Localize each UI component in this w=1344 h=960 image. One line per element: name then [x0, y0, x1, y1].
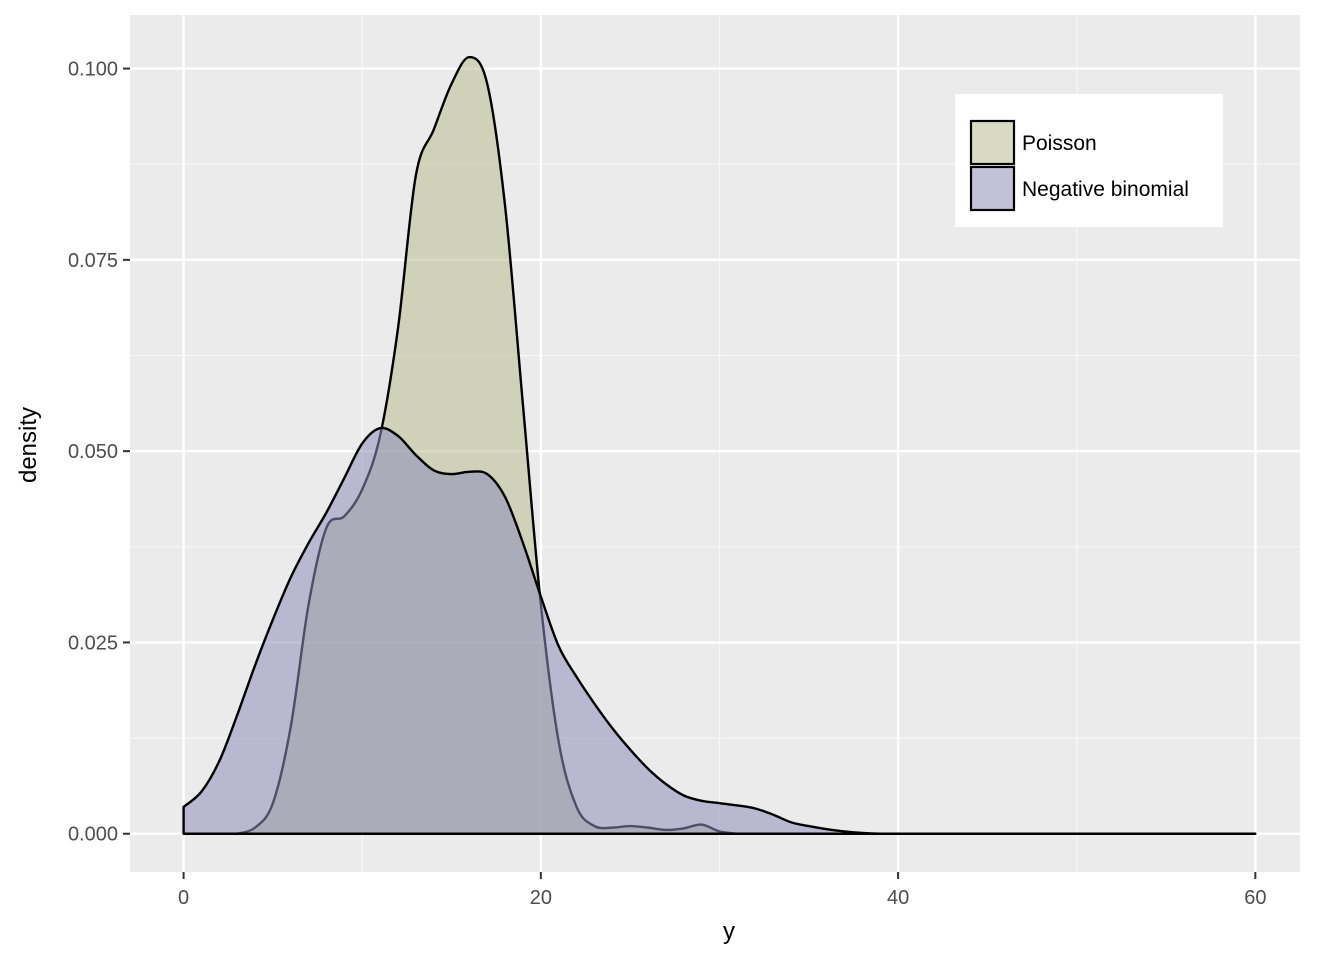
y-axis: 0.000 0.025 0.050 0.075 0.100 [68, 59, 130, 846]
x-tick-label: 60 [1244, 887, 1266, 909]
density-area-negative-binomial [182, 426, 1257, 835]
x-axis-title: y [723, 918, 735, 945]
grid-major [130, 15, 1300, 872]
y-tick-label: 0.075 [68, 250, 118, 272]
density-areas [182, 55, 1257, 835]
legend-label-poisson: Poisson [1022, 132, 1097, 155]
x-axis: 0 20 40 60 [178, 872, 1266, 909]
y-tick-label: 0.100 [68, 59, 118, 81]
y-axis-title: density [15, 407, 42, 483]
x-tick-label: 20 [530, 887, 552, 909]
y-tick-label: 0.000 [68, 824, 118, 846]
legend: Poisson Negative binomial [955, 94, 1223, 227]
legend-key-negative-binomial [969, 165, 1016, 212]
y-tick-label: 0.025 [68, 632, 118, 654]
x-tick-label: 40 [887, 887, 909, 909]
legend-key-poisson [969, 119, 1016, 166]
legend-label-negative-binomial: Negative binomial [1022, 178, 1189, 201]
x-tick-label: 0 [178, 887, 189, 909]
y-tick-label: 0.050 [68, 441, 118, 463]
